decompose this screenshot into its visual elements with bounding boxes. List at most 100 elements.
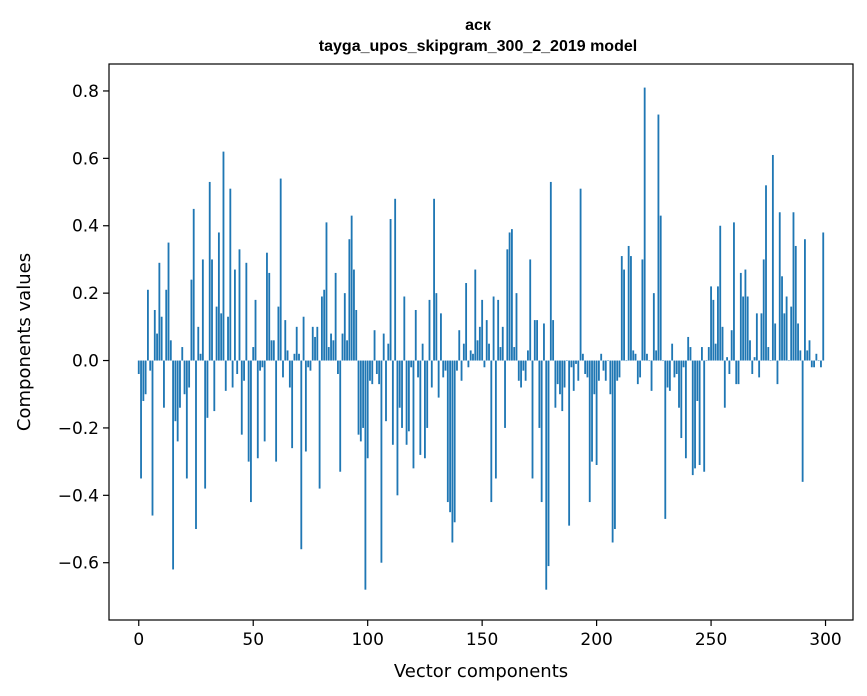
bar-129 xyxy=(433,198,435,361)
bar-50 xyxy=(252,347,255,361)
bar-273 xyxy=(762,259,765,361)
bar-1 xyxy=(140,360,142,479)
bar-282 xyxy=(783,313,786,361)
bar-134 xyxy=(444,360,447,371)
bar-23 xyxy=(190,279,193,361)
bar-125 xyxy=(424,360,426,459)
bar-47 xyxy=(245,262,248,361)
bar-39 xyxy=(227,316,229,361)
bar-136 xyxy=(449,360,452,513)
bar-177 xyxy=(543,323,545,361)
x-axis-ticks: 0 50 100 150 200 250 300 xyxy=(133,620,842,650)
bar-63 xyxy=(282,360,284,378)
bar-183 xyxy=(556,360,559,385)
bar-102 xyxy=(371,360,374,385)
bar-267 xyxy=(749,340,751,361)
bar-190 xyxy=(572,360,575,391)
bar-21 xyxy=(185,360,188,479)
bar-62 xyxy=(279,178,282,361)
bar-215 xyxy=(630,256,632,361)
bar-100 xyxy=(366,360,369,459)
bar-97 xyxy=(359,360,362,442)
bar-75 xyxy=(309,360,312,371)
bar-271 xyxy=(758,360,761,378)
bar-205 xyxy=(607,360,609,362)
bar-175 xyxy=(538,360,541,428)
bar-185 xyxy=(561,360,564,412)
bar-280 xyxy=(778,212,781,361)
bar-188 xyxy=(568,360,571,526)
bar-200 xyxy=(595,360,598,465)
bar-206 xyxy=(609,360,612,395)
bar-20 xyxy=(183,360,186,395)
bar-232 xyxy=(668,360,671,391)
bar-283 xyxy=(785,296,788,361)
bar-182 xyxy=(554,360,557,408)
bar-106 xyxy=(380,360,383,563)
bar-49 xyxy=(250,360,252,503)
bar-80 xyxy=(320,296,323,361)
bar-138 xyxy=(453,360,456,523)
bar-56 xyxy=(266,252,268,361)
bar-48 xyxy=(247,360,250,462)
bar-81 xyxy=(323,289,326,361)
bar-36 xyxy=(220,313,223,361)
bar-29 xyxy=(204,360,207,489)
bar-286 xyxy=(792,212,795,361)
bar-204 xyxy=(604,360,607,381)
bar-150 xyxy=(481,299,484,361)
bar-45 xyxy=(240,360,243,435)
bar-179 xyxy=(547,360,550,567)
bar-201 xyxy=(597,360,600,381)
x-tick-label: 200 xyxy=(580,630,612,650)
bar-73 xyxy=(304,360,307,452)
bar-295 xyxy=(813,360,815,368)
bar-54 xyxy=(261,360,264,368)
bar-192 xyxy=(577,360,580,381)
bar-245 xyxy=(698,360,701,465)
bar-193 xyxy=(579,188,582,361)
bar-109 xyxy=(387,343,390,361)
bar-242 xyxy=(691,360,694,476)
bar-254 xyxy=(719,225,722,361)
bar-241 xyxy=(689,347,692,361)
bar-231 xyxy=(666,360,669,388)
bar-93 xyxy=(350,215,353,361)
bar-159 xyxy=(501,326,504,361)
bar-209 xyxy=(616,360,619,381)
y-axis-label: Components values xyxy=(14,253,35,431)
bar-155 xyxy=(492,296,495,361)
bar-92 xyxy=(348,239,351,361)
bar-223 xyxy=(648,360,651,362)
bar-243 xyxy=(694,360,696,469)
bar-37 xyxy=(222,151,225,361)
bar-94 xyxy=(353,269,355,361)
bar-74 xyxy=(307,360,310,368)
bar-285 xyxy=(790,306,793,361)
bar-288 xyxy=(797,323,799,361)
bar-59 xyxy=(272,340,275,361)
bar-221 xyxy=(643,87,646,361)
bar-40 xyxy=(229,188,232,361)
bar-203 xyxy=(602,360,605,371)
bar-51 xyxy=(254,299,257,361)
bar-220 xyxy=(641,259,644,361)
bar-57 xyxy=(268,272,271,361)
bar-90 xyxy=(343,293,346,361)
bar-116 xyxy=(403,296,406,361)
bar-281 xyxy=(781,276,783,361)
bar-2 xyxy=(142,360,145,401)
bar-25 xyxy=(195,360,197,530)
bar-189 xyxy=(570,360,573,368)
y-axis-ticks: −0.6 −0.4 −0.2 0.0 0.2 0.4 0.6 0.8 xyxy=(58,82,109,574)
bar-22 xyxy=(188,360,191,388)
bar-111 xyxy=(391,360,394,445)
bar-224 xyxy=(650,360,653,391)
bar-166 xyxy=(517,360,520,381)
bar-139 xyxy=(456,360,458,371)
bar-237 xyxy=(680,360,683,439)
bar-122 xyxy=(417,360,419,378)
bar-172 xyxy=(531,360,534,479)
bar-191 xyxy=(575,360,577,364)
bar-52 xyxy=(256,360,259,459)
